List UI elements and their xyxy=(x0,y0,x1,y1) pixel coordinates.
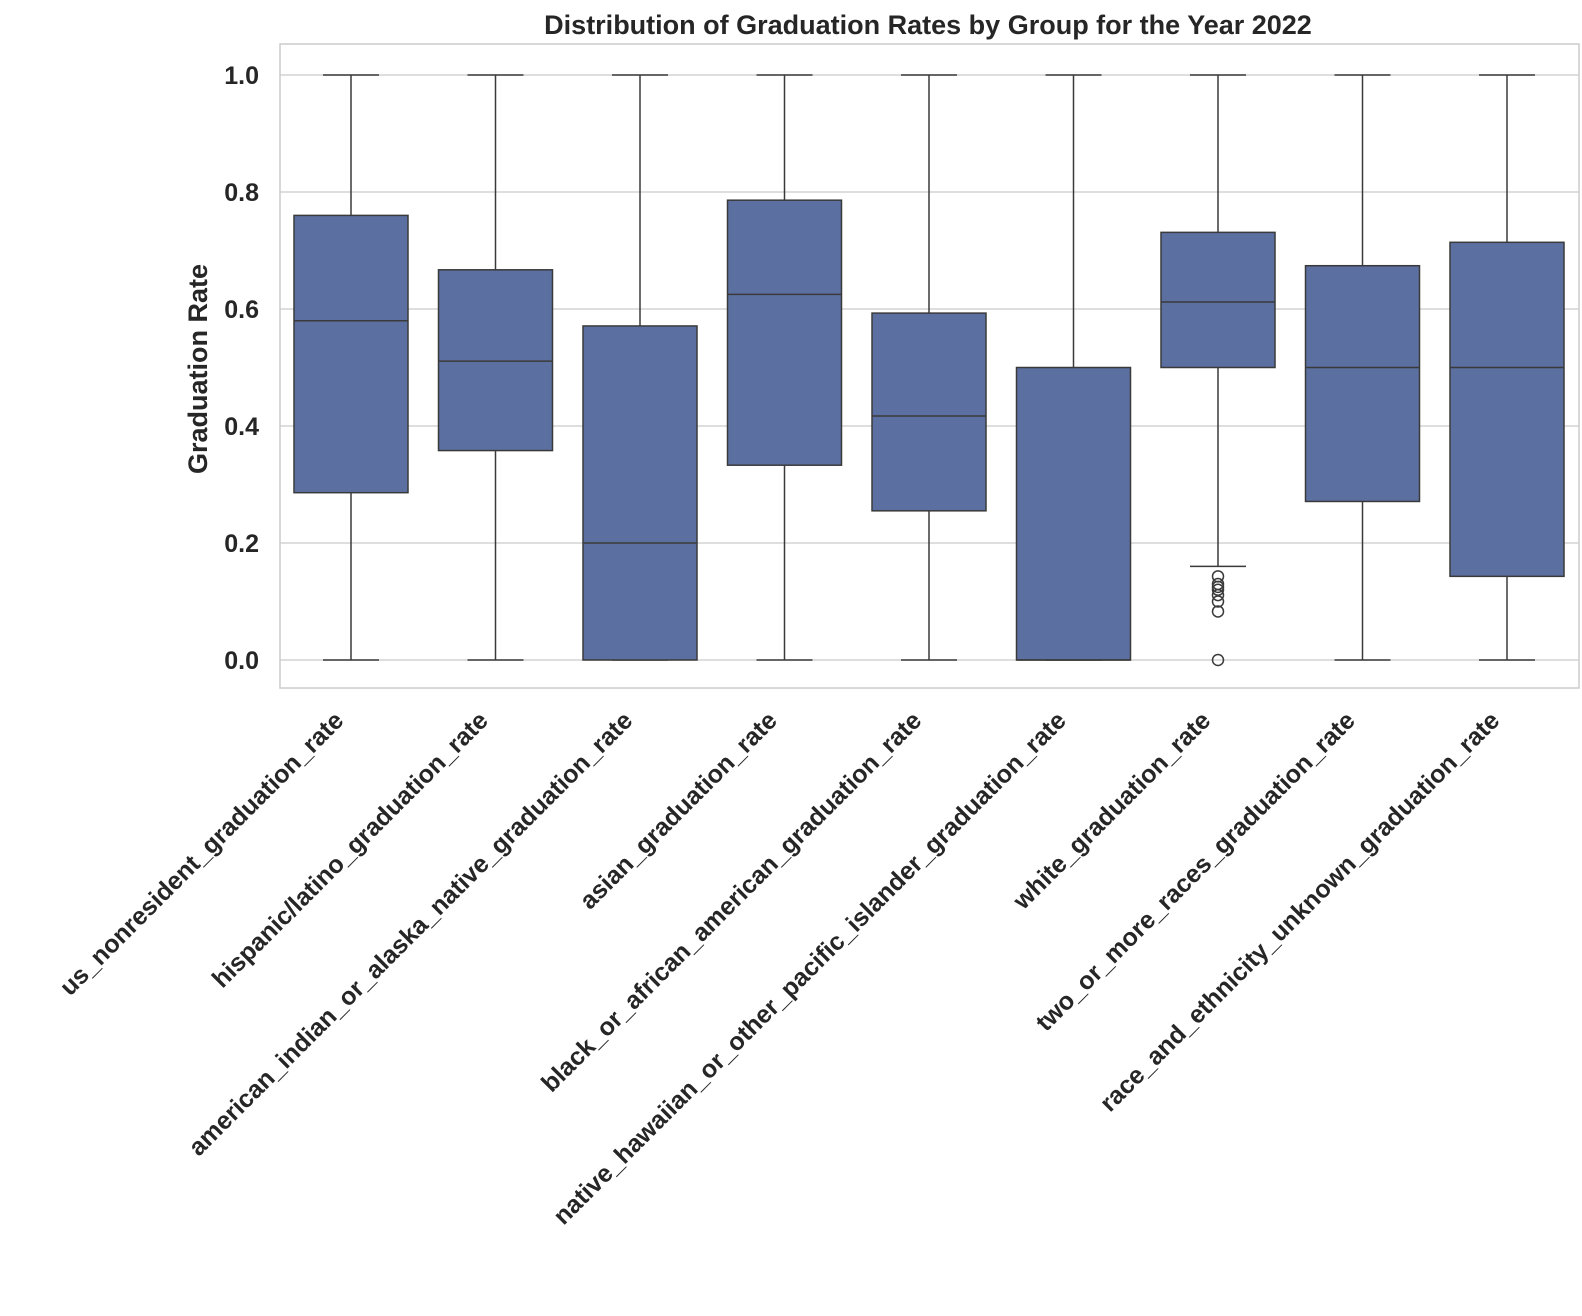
y-tick-label: 1.0 xyxy=(224,62,259,90)
box-iqr xyxy=(437,269,554,452)
box-iqr xyxy=(1449,241,1565,578)
outlier-point xyxy=(1211,588,1225,602)
y-axis-ticks: 0.0 0.2 0.4 0.6 0.8 1.0 xyxy=(224,62,259,675)
box-4 xyxy=(871,74,987,661)
box-iqr xyxy=(1160,231,1276,369)
box-7 xyxy=(1304,74,1421,661)
outlier-point xyxy=(1211,605,1225,618)
y-tick-label: 0.6 xyxy=(224,296,259,324)
outlier-point xyxy=(1211,595,1225,608)
box-iqr xyxy=(726,199,843,466)
box-2 xyxy=(582,74,698,661)
box-0 xyxy=(293,74,409,661)
chart-title: Distribution of Graduation Rates by Grou… xyxy=(544,10,1312,40)
outlier-point xyxy=(1211,653,1225,667)
box-iqr xyxy=(871,312,987,512)
box-3 xyxy=(726,74,843,661)
y-tick-label: 0.8 xyxy=(224,179,259,207)
box-5 xyxy=(1015,74,1132,661)
y-tick-label: 0.2 xyxy=(224,530,259,558)
plot-area xyxy=(279,43,1580,689)
box-iqr xyxy=(1015,366,1132,661)
box-iqr xyxy=(293,214,409,494)
box-iqr xyxy=(582,325,698,661)
boxes xyxy=(293,74,1565,667)
y-tick-label: 0.4 xyxy=(224,413,259,441)
box-8 xyxy=(1449,74,1565,661)
y-axis-label: Graduation Rate xyxy=(183,264,213,474)
box-iqr xyxy=(1304,264,1421,503)
box-1 xyxy=(437,74,554,661)
y-tick-label: 0.0 xyxy=(224,647,259,675)
box-6 xyxy=(1160,74,1276,667)
